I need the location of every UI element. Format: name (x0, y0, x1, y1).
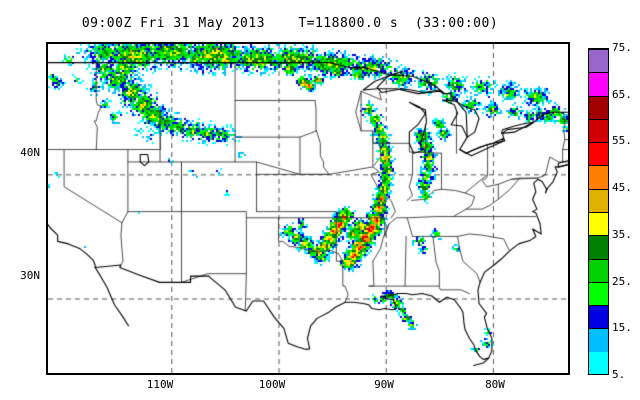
colorbar-tick-65: 65. (612, 87, 632, 101)
colorbar-band-20 (589, 281, 608, 306)
colorbar-band-25 (589, 258, 608, 282)
colorbar-tick-45: 45. (612, 181, 632, 195)
lat-label-40n: 40N (20, 146, 40, 159)
reflectivity-field-canvas (48, 44, 568, 373)
colorbar-band-40 (589, 188, 608, 213)
colorbar-band-35 (589, 212, 608, 236)
colorbar-band-65 (589, 72, 608, 96)
lon-label-100w: 100W (258, 378, 286, 391)
colorbar-tick-labels: 75. 65. 55. 45. 35. 25. 15. 5. (610, 40, 640, 385)
colorbar-band-10 (589, 328, 608, 352)
figure-title: 09:00Z Fri 31 May 2013 T=118800.0 s (33:… (81, 16, 499, 31)
colorbar-tick-5: 5. (612, 368, 626, 381)
colorbar-band-30 (589, 235, 608, 259)
lon-label-80w: 80W (485, 378, 505, 391)
colorbar-tick-35: 35. (612, 227, 632, 241)
colorbar-band-60 (589, 95, 608, 119)
lon-label-90w: 90W (374, 378, 394, 391)
colorbar-tick-15: 15. (612, 321, 632, 335)
lat-label-30n: 30N (20, 269, 40, 282)
colorbar-tick-25: 25. (612, 274, 632, 288)
colorbar-band-45 (589, 165, 608, 189)
colorbar-band-50 (589, 142, 608, 166)
lon-label-110w: 110W (146, 378, 174, 391)
colorbar-band-70 (589, 49, 608, 73)
colorbar-band-15 (589, 305, 608, 329)
colorbar-tick-75: 75. (612, 41, 632, 54)
reflectivity-colorbar[interactable] (588, 48, 609, 375)
colorbar-band-55 (589, 118, 608, 143)
colorbar-tick-55: 55. (612, 134, 632, 148)
colorbar-band-5 (589, 351, 608, 374)
map-plot-area[interactable] (46, 42, 570, 375)
